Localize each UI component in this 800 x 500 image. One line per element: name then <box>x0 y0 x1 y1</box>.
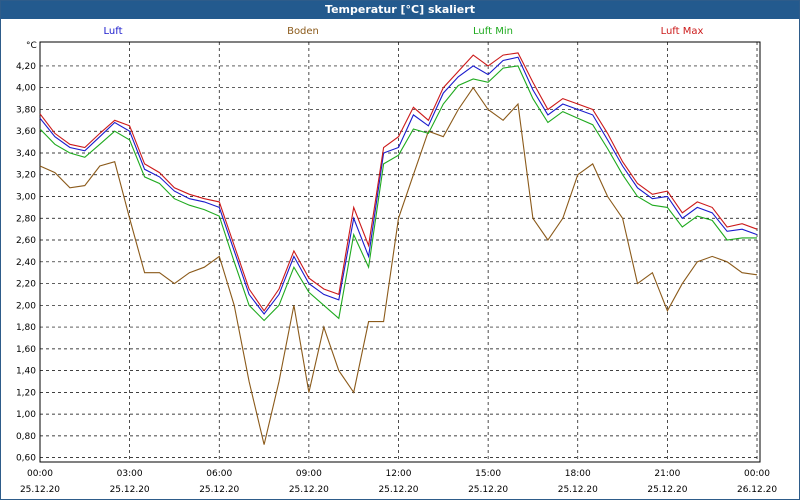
x-tick-date: 25.12.20 <box>289 485 329 495</box>
y-tick-label: 3,20 <box>16 171 36 181</box>
x-tick-time: 18:00 <box>565 469 591 479</box>
y-tick-label: 1,80 <box>16 323 36 333</box>
y-tick-label: 2,60 <box>16 236 36 246</box>
y-tick-label: 3,80 <box>16 105 36 115</box>
legend-entry-boden: Boden <box>287 26 319 37</box>
y-tick-label: 2,40 <box>16 258 36 268</box>
x-tick-time: 06:00 <box>206 469 232 479</box>
series-layer <box>39 52 758 445</box>
x-tick-time: 15:00 <box>475 469 501 479</box>
y-tick-label: 4,00 <box>16 84 36 94</box>
y-tick-label: 4,20 <box>16 62 36 72</box>
legend-entry-luft: Luft <box>104 26 123 37</box>
y-tick-label: 1,20 <box>16 388 36 398</box>
x-tick-time: 21:00 <box>654 469 680 479</box>
x-tick-time: 00:00 <box>744 469 770 479</box>
y-tick-label: 2,80 <box>16 214 36 224</box>
x-axis: 00:00 25.12.20 03:00 25.12.20 06:00 25.12.20 0… <box>20 469 777 495</box>
y-axis-unit: °C <box>26 41 37 51</box>
y-tick-label: 1,00 <box>16 410 36 420</box>
y-tick-label: 1,40 <box>16 367 36 377</box>
series-line-boden <box>39 86 758 445</box>
legend: Luft Boden Luft Min Luft Max <box>104 26 704 37</box>
y-tick-label: 2,00 <box>16 301 36 311</box>
y-tick-label: 3,40 <box>16 149 36 159</box>
y-tick-label: 0,80 <box>16 432 36 442</box>
grid <box>40 42 760 462</box>
x-tick-date: 25.12.20 <box>378 485 418 495</box>
series-line-luft-min <box>39 65 757 322</box>
x-tick-date: 25.12.20 <box>110 485 150 495</box>
x-tick-time: 09:00 <box>296 469 322 479</box>
y-axis: 0,60 0,80 1,00 1,20 1,40 1,60 1,80 2,00 2,20 2,40… <box>16 62 36 464</box>
legend-entry-luft-min: Luft Min <box>473 26 513 37</box>
y-tick-label: 1,60 <box>16 345 36 355</box>
x-tick-date: 26.12.20 <box>737 485 777 495</box>
x-tick-date: 25.12.20 <box>468 485 508 495</box>
x-tick-time: 03:00 <box>117 469 143 479</box>
plot-area <box>39 41 761 463</box>
x-tick-time: 00:00 <box>27 469 53 479</box>
chart-title: Temperatur [°C] skaliert <box>1 1 799 19</box>
y-tick-label: 3,00 <box>16 193 36 203</box>
x-tick-date: 25.12.20 <box>647 485 687 495</box>
series-line-luft-max <box>39 52 758 312</box>
x-tick-date: 25.12.20 <box>199 485 239 495</box>
series-line-luft <box>39 56 758 315</box>
y-tick-label: 2,20 <box>16 280 36 290</box>
y-tick-label: 0,60 <box>16 454 36 464</box>
y-tick-label: 3,60 <box>16 127 36 137</box>
x-tick-time: 12:00 <box>386 469 412 479</box>
legend-entry-luft-max: Luft Max <box>661 26 704 37</box>
x-tick-date: 25.12.20 <box>20 485 60 495</box>
x-tick-date: 25.12.20 <box>558 485 598 495</box>
